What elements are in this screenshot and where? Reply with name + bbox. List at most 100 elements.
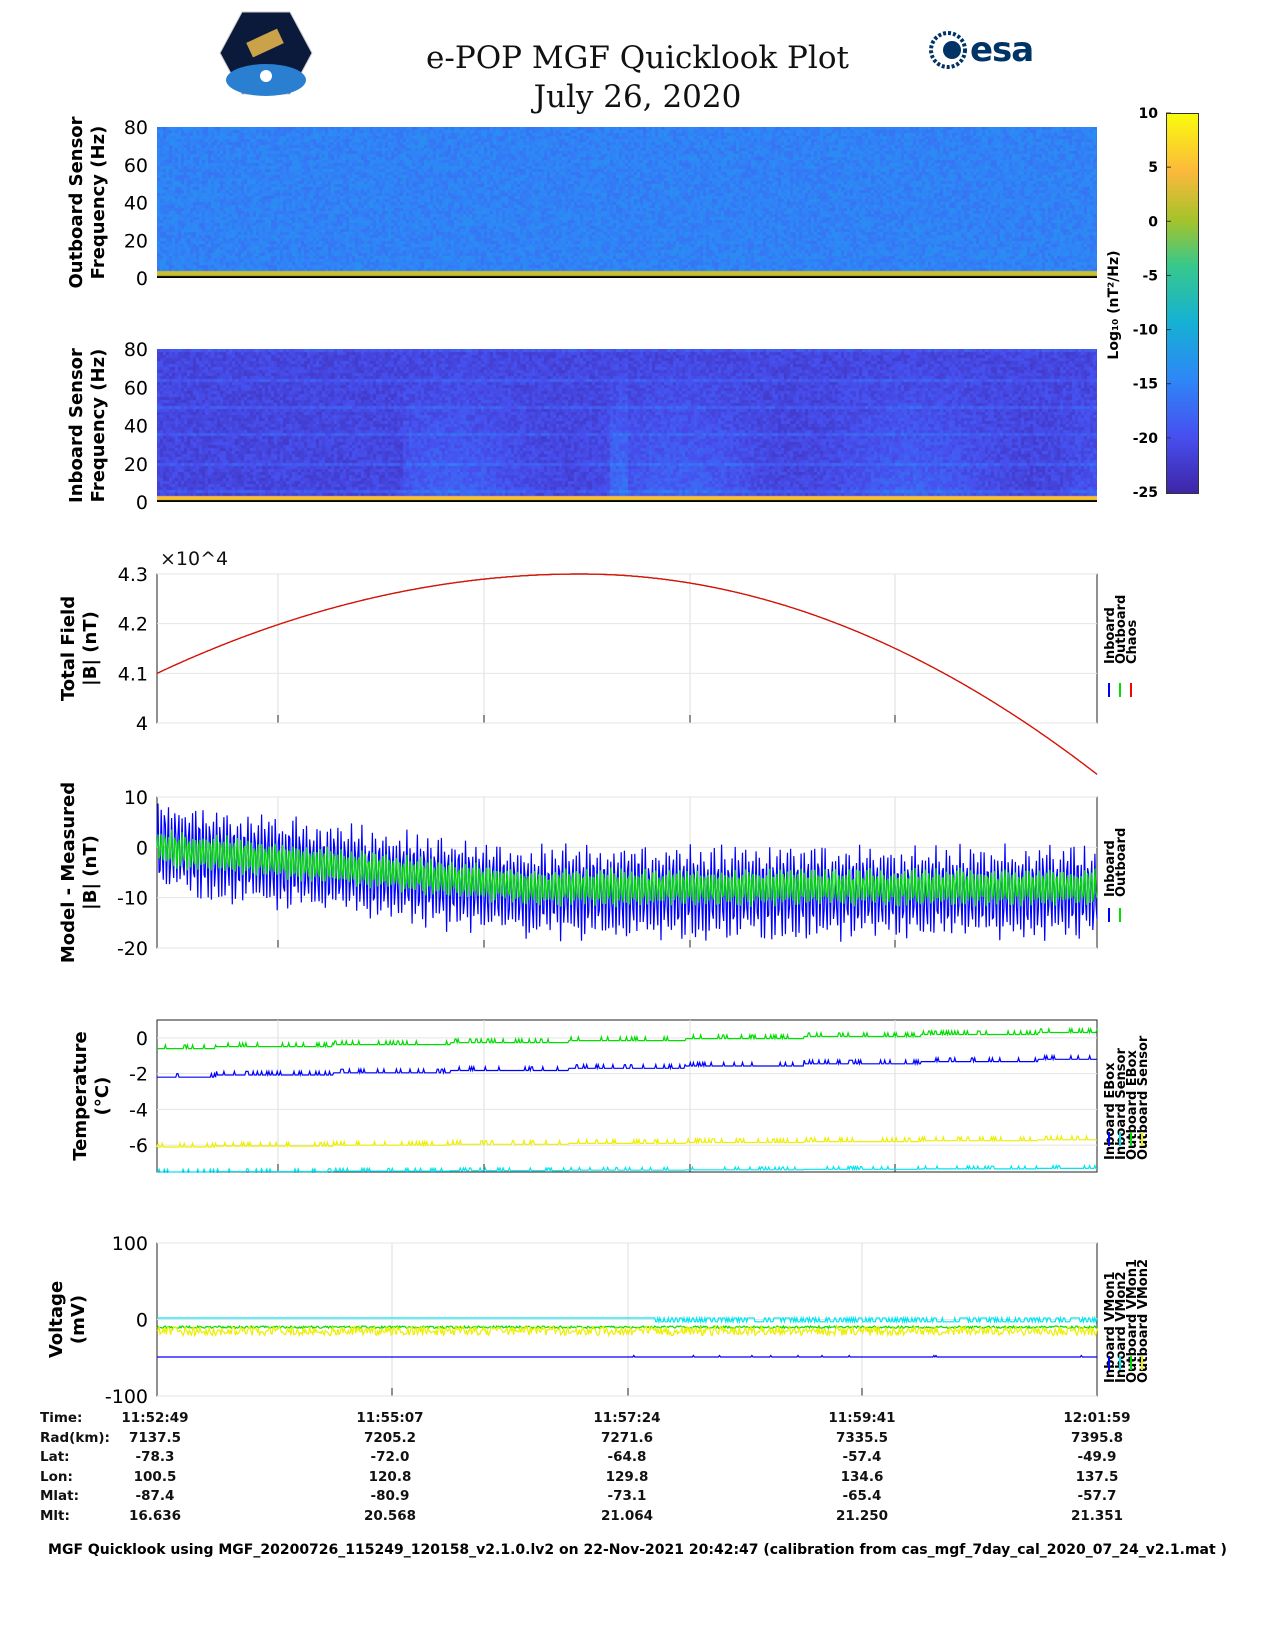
y-tick-label: -6 (129, 1135, 148, 1157)
colorbar-tick: 0 (1148, 214, 1158, 230)
table-cell: 7271.6 (600, 1430, 654, 1446)
y-tick-label: 10 (124, 787, 148, 809)
table-cell: 7335.5 (835, 1430, 889, 1446)
legend-label: Outboard (1114, 828, 1129, 897)
y-tick-label: 4.2 (118, 614, 148, 636)
y-axis-label: Outboard Sensor (66, 116, 87, 288)
inboard-spectrogram (157, 349, 1097, 502)
y-tick-label: 0 (136, 837, 148, 859)
row-label: Time: (40, 1410, 83, 1426)
plot-date: July 26, 2020 (533, 79, 742, 115)
y-tick-label: 0 (136, 1028, 148, 1050)
series-line-chaos (156, 573, 1098, 775)
colorbar-label: Log₁₀ (nT²/Hz) (1106, 250, 1122, 359)
legend-label: Inboard VMon2 (1114, 1271, 1129, 1383)
y-axis-label: Model - Measured (58, 782, 79, 963)
y-axis-label: Frequency (Hz) (88, 126, 109, 280)
y-axis-label: |B| (nT) (80, 611, 101, 686)
legend-label: Inboard (1103, 607, 1118, 664)
plot-title: e-POP MGF Quicklook Plot (426, 40, 849, 76)
table-cell: 137.5 (1075, 1469, 1119, 1485)
y-tick-label: -2 (129, 1064, 148, 1086)
series-line (157, 1354, 1097, 1359)
table-cell: 7395.8 (1070, 1430, 1124, 1446)
y-axis-label: |B| (nT) (80, 835, 101, 910)
total-field-y-exponent: ×10^4 (160, 548, 229, 570)
table-cell: 12:01:59 (1063, 1410, 1131, 1426)
table-cell: -57.7 (1077, 1488, 1117, 1504)
legend-label: Outboard VMon1 (1125, 1259, 1140, 1383)
y-axis-label: Voltage (46, 1281, 67, 1358)
table-cell: -78.3 (135, 1449, 175, 1465)
series-line-outboard (156, 829, 1098, 908)
y-tick-label: 80 (124, 339, 148, 361)
series-line (157, 1053, 1097, 1078)
y-tick-label: 40 (124, 193, 148, 215)
row-label: Lat: (40, 1449, 70, 1465)
table-cell: 7205.2 (363, 1430, 417, 1446)
table-cell: -65.4 (842, 1488, 882, 1504)
table-cell: 11:59:41 (828, 1410, 896, 1426)
table-cell: 100.5 (133, 1469, 177, 1485)
colorbar-tick: -15 (1133, 377, 1158, 393)
y-tick-label: 4.1 (118, 663, 148, 685)
legend-label: Chaos (1125, 620, 1140, 664)
colorbar-tick: -25 (1133, 485, 1158, 501)
series-line (157, 1026, 1098, 1051)
table-cell: 21.064 (600, 1508, 654, 1524)
axes-box (156, 1019, 1098, 1173)
y-tick-label: 80 (124, 117, 148, 139)
table-cell: 134.6 (840, 1469, 884, 1485)
y-tick-label: 20 (124, 230, 148, 252)
table-cell: -57.4 (842, 1449, 882, 1465)
y-axis-label: Temperature (70, 1031, 91, 1160)
y-axis-label: (mV) (68, 1295, 89, 1344)
colorbar-tick: -20 (1133, 431, 1159, 447)
series-line (156, 1324, 1098, 1338)
series-line (156, 1324, 1098, 1330)
y-tick-label: 0 (136, 268, 148, 290)
table-cell: -87.4 (135, 1488, 175, 1504)
legend-label: Inboard VMon1 (1103, 1271, 1118, 1383)
axes-box (156, 573, 1098, 724)
table-cell: 11:57:24 (593, 1410, 661, 1426)
y-tick-label: 4.3 (118, 564, 148, 586)
legend-label: Outboard EBox (1125, 1050, 1140, 1160)
legend-label: Outboard (1114, 595, 1129, 664)
legend-label: Inboard EBox (1103, 1062, 1118, 1160)
series-line (157, 1315, 1098, 1325)
row-label: Mlt: (40, 1508, 70, 1524)
row-label: Rad(km): (40, 1430, 110, 1446)
y-tick-label: 40 (124, 416, 148, 438)
y-tick-label: 60 (124, 155, 148, 177)
y-tick-label: 20 (124, 454, 148, 476)
legend-label: Inboard Sensor (1114, 1048, 1129, 1160)
y-tick-label: -10 (117, 888, 148, 910)
y-axis-label: Inboard Sensor (66, 348, 87, 503)
legend-label: Outboard VMon2 (1136, 1259, 1151, 1383)
y-tick-label: 100 (112, 1233, 148, 1255)
table-cell: -80.9 (370, 1488, 410, 1504)
table-cell: 16.636 (128, 1508, 182, 1524)
colorbar (1166, 113, 1199, 494)
y-tick-label: -100 (105, 1386, 148, 1408)
cassiope-logo (219, 11, 313, 96)
table-cell: 129.8 (605, 1469, 649, 1485)
table-cell: -49.9 (1077, 1449, 1117, 1465)
esa-logo: esa (928, 30, 1034, 70)
row-label: Lon: (40, 1469, 73, 1485)
y-axis-label: Frequency (Hz) (88, 349, 109, 503)
series-line (156, 1134, 1097, 1149)
y-axis-label: Total Field (58, 596, 79, 701)
colorbar-tick: -10 (1133, 323, 1159, 339)
table-cell: 21.351 (1070, 1508, 1124, 1524)
footer-caption: MGF Quicklook using MGF_20200726_115249_… (48, 1542, 1227, 1558)
y-tick-label: 4 (136, 713, 148, 735)
colorbar-tick: -5 (1142, 268, 1158, 284)
colorbar-tick: 10 (1139, 106, 1159, 122)
legend-label: Outboard Sensor (1136, 1035, 1151, 1160)
